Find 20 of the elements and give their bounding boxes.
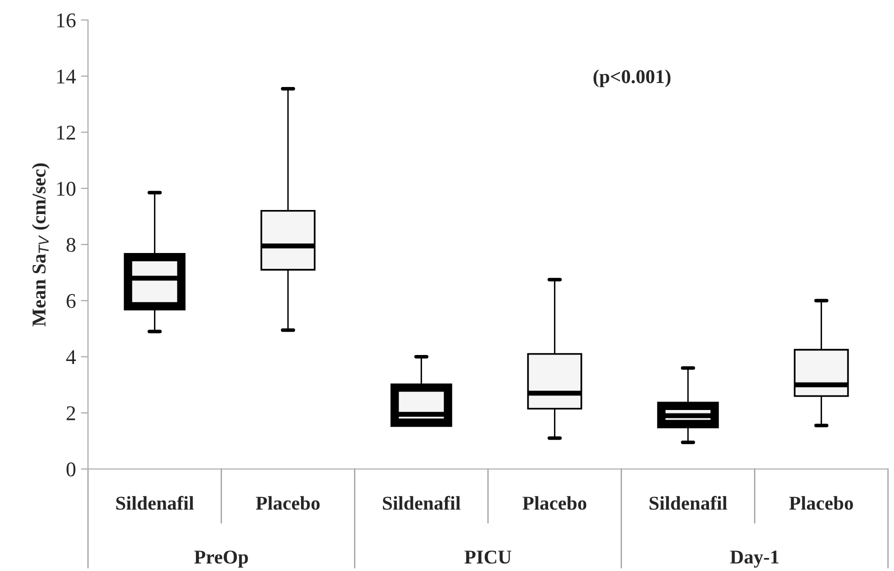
- text: Day-1: [730, 550, 779, 568]
- y-tick-label: 10: [57, 182, 76, 196]
- y-tick-label: 0: [66, 462, 76, 476]
- y-tick-label: 2: [66, 406, 76, 420]
- text: PreOp: [194, 550, 248, 568]
- y-tick-label: 4: [66, 350, 76, 364]
- x-tick-label: Placebo: [789, 496, 853, 510]
- x-tick-label: Placebo: [256, 496, 320, 510]
- y-axis-title: Mean Sa$_{TV}$ (cm/sec): [32, 163, 50, 326]
- x-tick-label: Sildenafil: [382, 496, 460, 510]
- annotation: (p<0.001): [594, 70, 670, 88]
- y-tick-label: 14: [57, 70, 76, 84]
- x-tick-label: Placebo: [522, 496, 586, 510]
- y-tick-label: 8: [66, 238, 76, 252]
- y-tick-label: 6: [66, 294, 76, 308]
- x-tick-label: Sildenafil: [116, 496, 194, 510]
- y-tick-label: 16: [57, 13, 76, 28]
- y-tick-label: 12: [57, 126, 76, 140]
- text: PICU: [464, 550, 512, 564]
- x-tick-label: Sildenafil: [650, 496, 728, 510]
